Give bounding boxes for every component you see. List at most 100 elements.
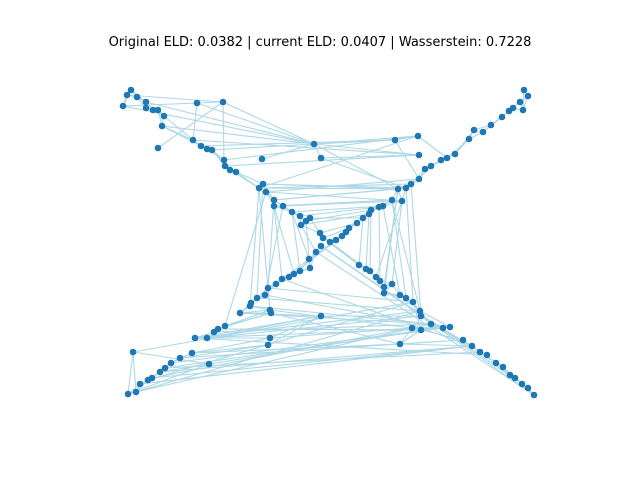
graph-edge — [313, 135, 419, 145]
graph-node — [509, 104, 517, 112]
graph-node — [518, 380, 526, 388]
graph-node — [132, 388, 140, 396]
graph-node — [376, 277, 384, 285]
graph-node — [394, 185, 402, 193]
graph-edge — [358, 217, 364, 266]
graph-node — [176, 354, 184, 362]
graph-node — [123, 91, 131, 99]
node-layer — [119, 86, 538, 399]
graph-edge — [399, 327, 413, 345]
graph-node — [359, 214, 367, 222]
graph-edge — [159, 345, 473, 373]
graph-node — [270, 196, 278, 204]
graph-edge — [151, 323, 432, 379]
graph-edge — [305, 209, 372, 222]
graph-node — [149, 106, 157, 114]
graph-node — [246, 302, 254, 310]
graph-node — [193, 99, 201, 107]
graph-edge — [265, 178, 420, 193]
graph-node — [479, 128, 487, 136]
graph-node — [210, 328, 218, 336]
graph-edge — [273, 188, 399, 201]
graph-node — [498, 113, 506, 121]
graph-node — [421, 165, 429, 173]
graph-node — [379, 202, 387, 210]
graph-node — [317, 154, 325, 162]
graph-node — [345, 224, 353, 232]
graph-node — [144, 376, 152, 384]
graph-edge — [164, 351, 481, 369]
graph-edge — [126, 94, 224, 103]
graph-node — [402, 184, 410, 192]
graph-edge — [222, 101, 315, 145]
graph-node — [487, 121, 495, 129]
graph-node — [415, 151, 423, 159]
graph-edge — [378, 206, 381, 282]
graph-node — [367, 206, 375, 214]
graph-node — [306, 214, 314, 222]
graph-edge — [264, 205, 284, 296]
graph-node — [226, 166, 234, 174]
graph-node — [396, 340, 404, 348]
graph-node — [470, 126, 478, 134]
graph-node — [253, 294, 261, 302]
graph-edge — [132, 301, 414, 353]
graph-edge — [127, 310, 421, 395]
graph-edge — [132, 351, 137, 393]
graph-node — [156, 368, 164, 376]
graph-node — [408, 324, 416, 332]
graph-edge — [282, 200, 403, 207]
graph-node — [524, 92, 532, 100]
graph-node — [262, 188, 270, 196]
graph-edge — [291, 211, 310, 260]
graph-edge — [211, 149, 226, 167]
graph-node — [317, 312, 325, 320]
graph-node — [136, 380, 144, 388]
graph-node — [267, 309, 275, 317]
graph-node — [296, 212, 304, 220]
graph-node — [415, 175, 423, 183]
graph-edge — [258, 135, 419, 189]
graph-node — [414, 132, 422, 140]
graph-node — [465, 135, 473, 143]
graph-node — [417, 326, 425, 334]
graph-node — [264, 341, 272, 349]
graph-node — [372, 273, 380, 281]
graph-edge — [194, 337, 488, 356]
graph-node — [236, 309, 244, 317]
graph-edge — [394, 139, 420, 180]
graph-edge — [191, 343, 401, 354]
graph-edge — [132, 351, 210, 365]
graph-edge — [192, 102, 198, 141]
graph-edge — [417, 135, 448, 159]
graph-node — [332, 236, 340, 244]
graph-node — [154, 106, 162, 114]
graph-node — [355, 261, 363, 269]
graph-node — [451, 150, 459, 158]
graph-edge — [419, 310, 451, 328]
graph-node — [119, 102, 127, 110]
graph-edge — [273, 199, 393, 207]
graph-edge — [365, 213, 370, 270]
graph-node — [520, 86, 528, 94]
graph-node — [264, 284, 272, 292]
graph-node — [129, 348, 137, 356]
graph-node — [524, 384, 532, 392]
graph-node — [519, 106, 527, 114]
graph-edge — [194, 327, 444, 339]
graph-node — [221, 322, 229, 330]
graph-edge — [122, 102, 198, 107]
graph-node — [459, 336, 467, 344]
graph-node — [388, 280, 396, 288]
graph-node — [443, 154, 451, 162]
graph-node — [133, 93, 141, 101]
graph-node — [124, 390, 132, 398]
graph-node — [446, 323, 454, 331]
graph-node — [306, 264, 314, 272]
graph-edge — [300, 213, 370, 226]
graph-node — [197, 142, 205, 150]
graph-edge — [375, 200, 403, 278]
graph-node — [388, 196, 396, 204]
graph-node — [161, 364, 169, 372]
